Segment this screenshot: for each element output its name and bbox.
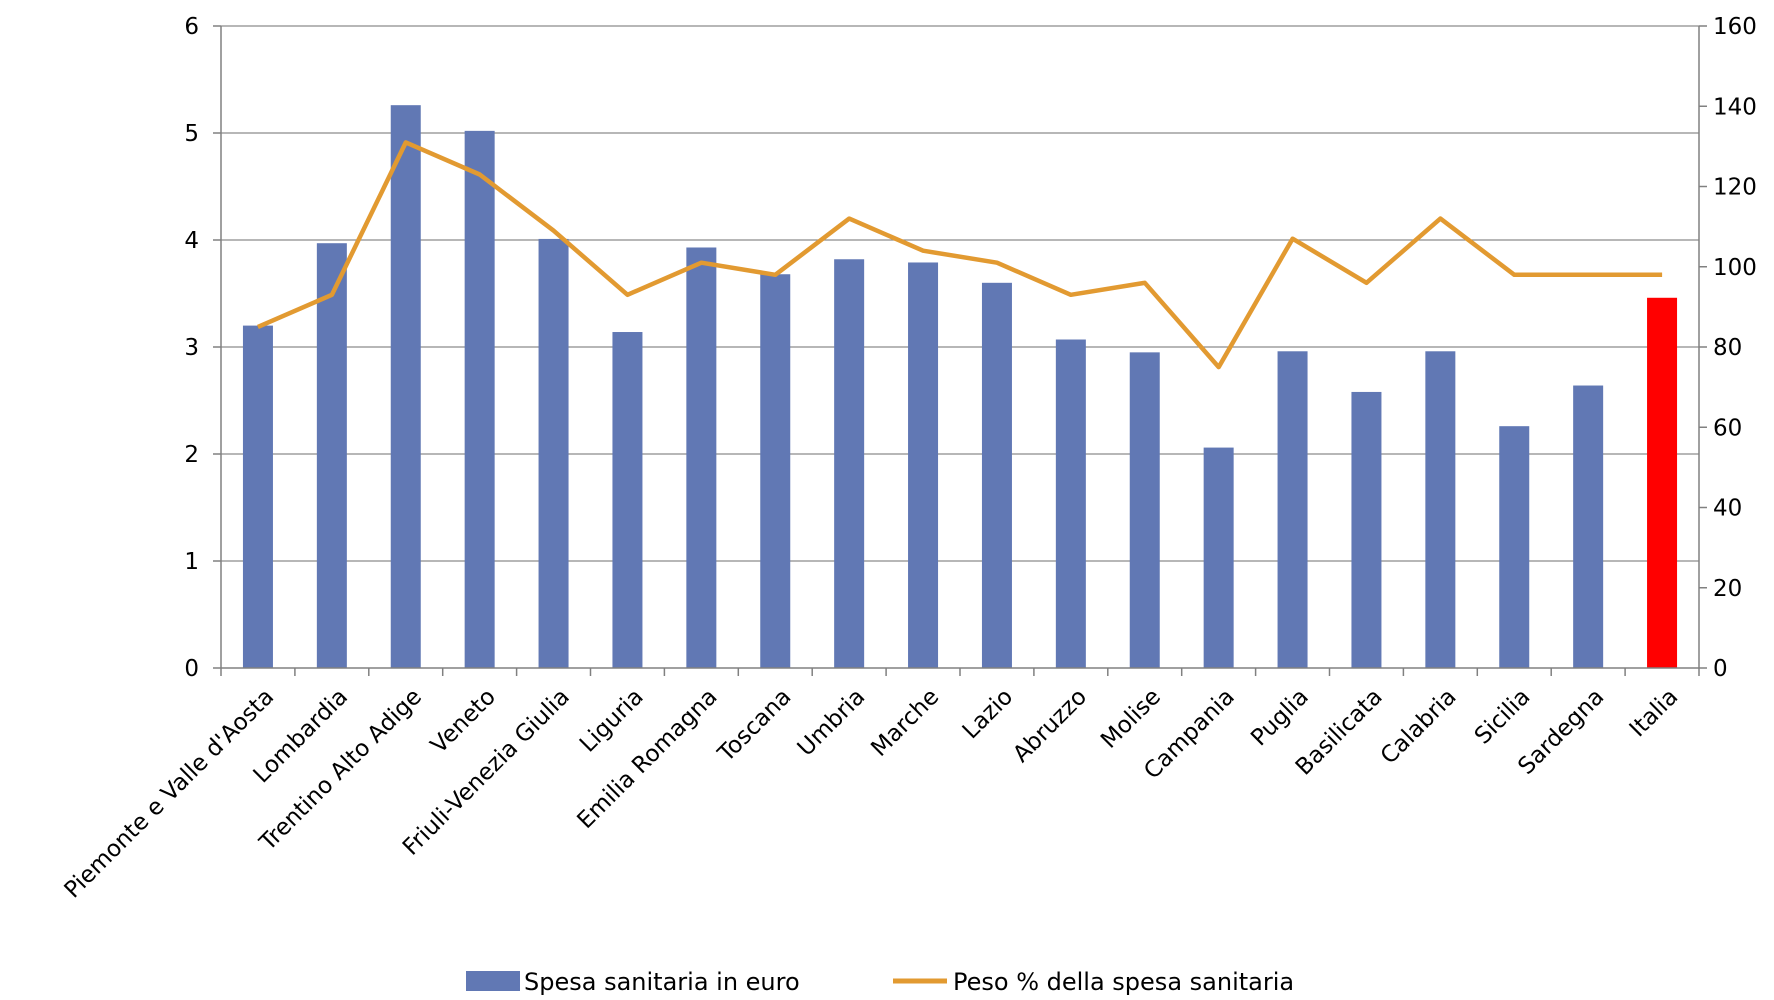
category-label: Puglia — [1246, 684, 1314, 752]
bar-abruzzo — [1055, 339, 1086, 668]
category-label: Abruzzo — [1008, 684, 1092, 768]
legend-swatch-bars — [466, 971, 520, 991]
right-axis-tick-label: 80 — [1713, 335, 1742, 361]
category-label: Emilia Romagna — [572, 684, 722, 834]
category-label: Liguria — [575, 684, 649, 758]
bar-friuli-venezia-giulia — [538, 238, 569, 668]
category-label: Calabria — [1376, 684, 1462, 770]
bar-trentino-alto-adige — [390, 105, 421, 669]
left-axis-ticks: 0 1 2 3 4 5 6 — [184, 14, 199, 682]
legend: Spesa sanitaria in euro Peso % della spe… — [466, 968, 1294, 996]
category-label: Toscana — [713, 684, 797, 768]
line-series — [257, 140, 1663, 370]
legend-label-bars: Spesa sanitaria in euro — [524, 968, 800, 996]
left-axis-tick-label: 1 — [184, 549, 199, 575]
bar-sicilia — [1499, 426, 1530, 668]
left-axis-tick-label: 2 — [184, 442, 199, 468]
legend-label-line: Peso % della spesa sanitaria — [953, 968, 1294, 996]
category-label: Umbria — [793, 684, 871, 762]
category-label: Sicilia — [1470, 684, 1536, 750]
bar-calabria — [1425, 351, 1456, 668]
axes — [213, 25, 1707, 676]
bar-liguria — [612, 332, 643, 668]
bar-molise — [1129, 352, 1160, 668]
bar-basilicata — [1351, 391, 1382, 668]
left-axis-tick-label: 3 — [184, 335, 199, 361]
bar-sardegna — [1573, 385, 1604, 668]
category-label: Marche — [866, 684, 944, 762]
right-axis-tick-label: 160 — [1713, 14, 1757, 40]
line-peso-spesa — [257, 140, 1663, 370]
bar-umbria — [834, 259, 865, 668]
category-label: Italia — [1625, 684, 1684, 743]
left-axis-tick-label: 6 — [184, 14, 199, 40]
bar-emilia-romagna — [686, 247, 717, 669]
left-axis-tick-label: 4 — [184, 228, 199, 254]
right-axis-tick-label: 100 — [1713, 255, 1757, 281]
bar-series — [242, 105, 1678, 669]
bar-lombardia — [316, 243, 347, 668]
bar-puglia — [1277, 351, 1308, 668]
right-axis-tick-label: 120 — [1713, 175, 1757, 201]
left-axis-tick-label: 0 — [184, 656, 199, 682]
right-axis-tick-label: 20 — [1713, 576, 1742, 602]
right-axis-tick-label: 60 — [1713, 415, 1742, 441]
bar-marche — [908, 262, 939, 668]
category-label: Piemonte e Valle d'Aosta — [60, 684, 280, 904]
category-label: Veneto — [426, 684, 501, 759]
category-labels: Piemonte e Valle d'AostaLombardiaTrentin… — [60, 684, 1684, 904]
right-axis-tick-label: 140 — [1713, 94, 1757, 120]
bar-campania — [1203, 447, 1234, 668]
right-axis-tick-label: 0 — [1713, 656, 1728, 682]
category-label: Lazio — [958, 684, 1018, 744]
bar-piemonte-e-valle-d-aosta — [242, 325, 273, 668]
gridlines — [221, 25, 1699, 562]
right-axis-tick-label: 40 — [1713, 496, 1742, 522]
right-axis-ticks: 0 20 40 60 80 100 120 140 160 — [1713, 14, 1757, 682]
bar-veneto — [464, 130, 495, 669]
left-axis-tick-label: 5 — [184, 121, 199, 147]
bar-lazio — [981, 282, 1012, 668]
bar-italia — [1647, 297, 1678, 668]
bar-toscana — [760, 274, 791, 668]
category-label: Molise — [1096, 684, 1166, 754]
